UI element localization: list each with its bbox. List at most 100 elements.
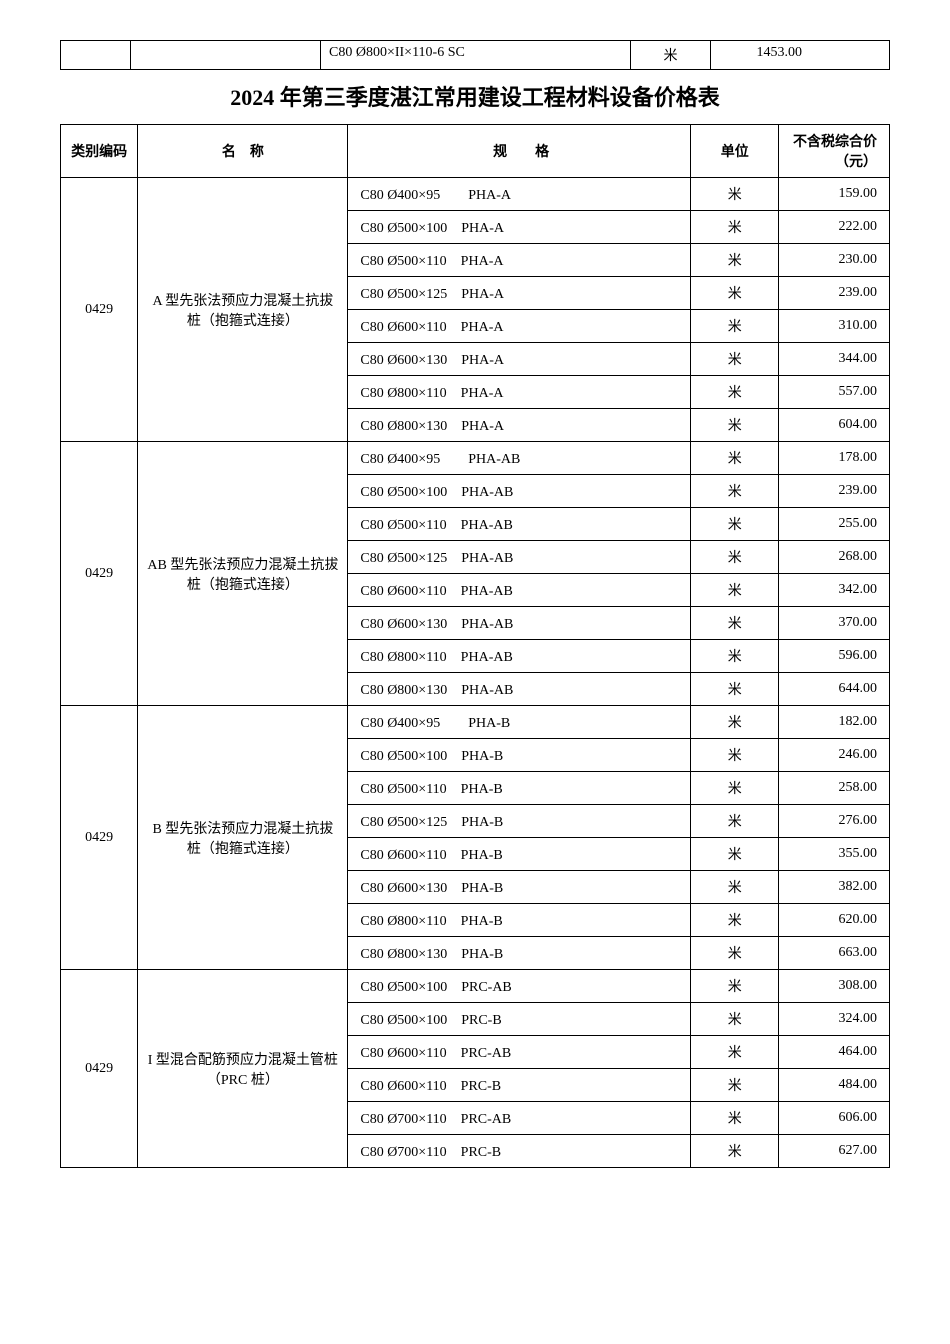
unit-cell: 米 (691, 1036, 779, 1069)
unit-cell: 米 (691, 343, 779, 376)
table-row: 0429I 型混合配筋预应力混凝土管桩（PRC 桩）C80 Ø500×100 P… (61, 970, 890, 1003)
spec-cell: C80 Ø400×95 PHA-A (348, 178, 691, 211)
price-cell: 355.00 (779, 838, 890, 871)
unit-cell: 米 (691, 277, 779, 310)
price-cell: 644.00 (779, 673, 890, 706)
header-unit: 单位 (691, 125, 779, 178)
price-cell: 627.00 (779, 1135, 890, 1168)
unit-cell: 米 (691, 244, 779, 277)
code-cell: 0429 (61, 442, 138, 706)
unit-cell: 米 (691, 1069, 779, 1102)
spec-cell: C80 Ø600×110 PRC-B (348, 1069, 691, 1102)
spec-cell: C80 Ø500×125 PHA-B (348, 805, 691, 838)
price-cell: 606.00 (779, 1102, 890, 1135)
price-cell: 230.00 (779, 244, 890, 277)
unit-cell: 米 (691, 508, 779, 541)
name-cell: AB 型先张法预应力混凝土抗拔桩（抱箍式连接） (138, 442, 348, 706)
unit-cell: 米 (691, 838, 779, 871)
unit-cell: 米 (691, 442, 779, 475)
header-price: 不含税综合价（元） (779, 125, 890, 178)
header-name: 名 称 (138, 125, 348, 178)
spec-cell: C80 Ø500×100 PHA-A (348, 211, 691, 244)
table-row: 0429AB 型先张法预应力混凝土抗拔桩（抱箍式连接）C80 Ø400×95 P… (61, 442, 890, 475)
price-table: 类别编码 名 称 规 格 单位 不含税综合价（元） 0429A 型先张法预应力混… (60, 124, 890, 1168)
table-row: 0429A 型先张法预应力混凝土抗拔桩（抱箍式连接）C80 Ø400×95 PH… (61, 178, 890, 211)
spec-cell: C80 Ø600×130 PHA-B (348, 871, 691, 904)
spec-cell: C80 Ø600×130 PHA-A (348, 343, 691, 376)
code-cell: 0429 (61, 970, 138, 1168)
name-cell: I 型混合配筋预应力混凝土管桩（PRC 桩） (138, 970, 348, 1168)
unit-cell: 米 (691, 739, 779, 772)
spec-cell: C80 Ø800×110 PHA-B (348, 904, 691, 937)
top-price-cell: 1453.00 (710, 41, 810, 69)
top-code-cell (60, 41, 130, 69)
unit-cell: 米 (691, 574, 779, 607)
page-title: 2024 年第三季度湛江常用建设工程材料设备价格表 (60, 80, 890, 112)
spec-cell: C80 Ø800×110 PHA-AB (348, 640, 691, 673)
unit-cell: 米 (691, 1003, 779, 1036)
top-unit-cell: 米 (630, 41, 710, 69)
price-cell: 178.00 (779, 442, 890, 475)
spec-cell: C80 Ø600×110 PHA-AB (348, 574, 691, 607)
unit-cell: 米 (691, 970, 779, 1003)
price-cell: 239.00 (779, 475, 890, 508)
spec-cell: C80 Ø500×125 PHA-AB (348, 541, 691, 574)
spec-cell: C80 Ø500×110 PHA-AB (348, 508, 691, 541)
spec-cell: C80 Ø600×110 PRC-AB (348, 1036, 691, 1069)
spec-cell: C80 Ø500×100 PHA-B (348, 739, 691, 772)
price-cell: 344.00 (779, 343, 890, 376)
spec-cell: C80 Ø800×130 PHA-B (348, 937, 691, 970)
price-cell: 258.00 (779, 772, 890, 805)
spec-cell: C80 Ø500×110 PHA-A (348, 244, 691, 277)
table-row: 0429B 型先张法预应力混凝土抗拔桩（抱箍式连接）C80 Ø400×95 PH… (61, 706, 890, 739)
price-cell: 255.00 (779, 508, 890, 541)
unit-cell: 米 (691, 871, 779, 904)
price-cell: 310.00 (779, 310, 890, 343)
unit-cell: 米 (691, 607, 779, 640)
top-name-cell (130, 41, 320, 69)
unit-cell: 米 (691, 409, 779, 442)
price-cell: 239.00 (779, 277, 890, 310)
price-cell: 222.00 (779, 211, 890, 244)
unit-cell: 米 (691, 640, 779, 673)
spec-cell: C80 Ø600×110 PHA-B (348, 838, 691, 871)
code-cell: 0429 (61, 706, 138, 970)
spec-cell: C80 Ø500×100 PRC-B (348, 1003, 691, 1036)
unit-cell: 米 (691, 937, 779, 970)
price-cell: 484.00 (779, 1069, 890, 1102)
unit-cell: 米 (691, 673, 779, 706)
price-cell: 557.00 (779, 376, 890, 409)
code-cell: 0429 (61, 178, 138, 442)
spec-cell: C80 Ø500×100 PHA-AB (348, 475, 691, 508)
spec-cell: C80 Ø800×130 PHA-AB (348, 673, 691, 706)
unit-cell: 米 (691, 475, 779, 508)
name-cell: A 型先张法预应力混凝土抗拔桩（抱箍式连接） (138, 178, 348, 442)
top-fragment-row: C80 Ø800×II×110-6 SC 米 1453.00 (60, 40, 890, 70)
unit-cell: 米 (691, 541, 779, 574)
unit-cell: 米 (691, 706, 779, 739)
unit-cell: 米 (691, 805, 779, 838)
spec-cell: C80 Ø600×110 PHA-A (348, 310, 691, 343)
unit-cell: 米 (691, 904, 779, 937)
unit-cell: 米 (691, 376, 779, 409)
spec-cell: C80 Ø600×130 PHA-AB (348, 607, 691, 640)
spec-cell: C80 Ø400×95 PHA-AB (348, 442, 691, 475)
unit-cell: 米 (691, 1102, 779, 1135)
price-cell: 620.00 (779, 904, 890, 937)
price-cell: 596.00 (779, 640, 890, 673)
price-cell: 604.00 (779, 409, 890, 442)
price-cell: 182.00 (779, 706, 890, 739)
spec-cell: C80 Ø800×110 PHA-A (348, 376, 691, 409)
spec-cell: C80 Ø500×110 PHA-B (348, 772, 691, 805)
name-cell: B 型先张法预应力混凝土抗拔桩（抱箍式连接） (138, 706, 348, 970)
price-cell: 246.00 (779, 739, 890, 772)
header-spec: 规 格 (348, 125, 691, 178)
price-cell: 276.00 (779, 805, 890, 838)
price-cell: 382.00 (779, 871, 890, 904)
spec-cell: C80 Ø400×95 PHA-B (348, 706, 691, 739)
price-cell: 464.00 (779, 1036, 890, 1069)
price-cell: 342.00 (779, 574, 890, 607)
unit-cell: 米 (691, 310, 779, 343)
price-cell: 324.00 (779, 1003, 890, 1036)
price-cell: 159.00 (779, 178, 890, 211)
